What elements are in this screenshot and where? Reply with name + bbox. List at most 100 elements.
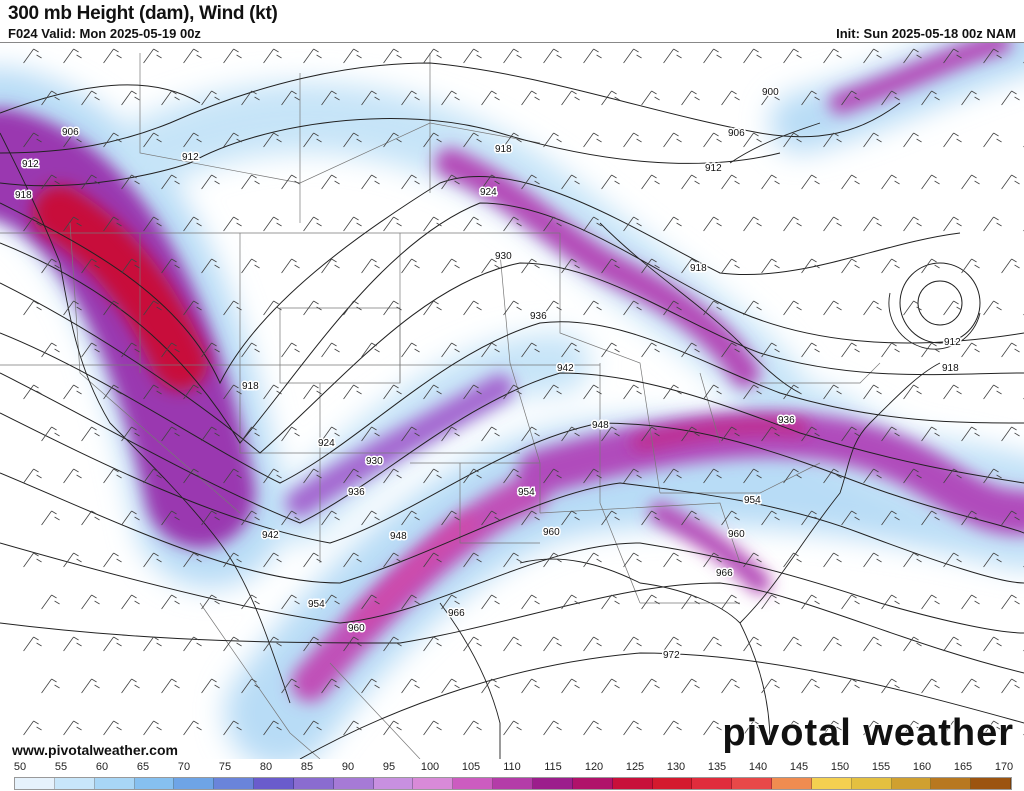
wind-barb <box>943 48 962 64</box>
wind-barb <box>641 174 660 190</box>
contour-label: 912 <box>22 159 39 170</box>
wind-barb <box>703 468 722 484</box>
wind-barb <box>503 468 522 484</box>
wind-barb <box>863 216 882 232</box>
wind-barb <box>161 678 180 694</box>
wind-barb <box>521 174 540 190</box>
wind-barb <box>783 468 802 484</box>
wind-barb <box>543 132 562 148</box>
wind-barb <box>23 300 42 316</box>
wind-barb <box>743 552 762 568</box>
wind-barb <box>881 426 900 442</box>
wind-barb <box>401 174 420 190</box>
wind-barb <box>841 174 860 190</box>
wind-barb <box>961 426 980 442</box>
wind-barb <box>761 594 780 610</box>
wind-barb <box>383 468 402 484</box>
wind-barb <box>441 90 460 106</box>
wind-barb <box>361 342 380 358</box>
wind-barb <box>401 90 420 106</box>
wind-barb <box>121 678 140 694</box>
colorbar-swatch <box>772 778 812 789</box>
wind-barb <box>601 258 620 274</box>
wind-barb <box>743 384 762 400</box>
wind-barb <box>241 678 260 694</box>
wind-barb <box>241 90 260 106</box>
wind-barb <box>903 468 922 484</box>
wind-barb <box>681 90 700 106</box>
wind-barb <box>561 90 580 106</box>
wind-barb <box>183 720 202 736</box>
wind-barb <box>601 510 620 526</box>
wind-barb <box>503 720 522 736</box>
wind-barb <box>903 48 922 64</box>
wind-barb <box>823 636 842 652</box>
map-title: 300 mb Height (dam), Wind (kt) <box>8 3 278 24</box>
wind-barb <box>583 636 602 652</box>
wind-barb <box>863 468 882 484</box>
contour-label: 912 <box>182 152 199 163</box>
wind-barb <box>343 132 362 148</box>
wind-barb <box>463 468 482 484</box>
wind-barb <box>183 636 202 652</box>
wind-barb <box>601 90 620 106</box>
wind-barb <box>281 342 300 358</box>
wind-barb <box>343 384 362 400</box>
wind-barb <box>481 678 500 694</box>
wind-barb <box>983 468 1002 484</box>
wind-barb <box>103 384 122 400</box>
wind-barb <box>703 48 722 64</box>
contour-label: 900 <box>762 87 779 98</box>
wind-barb <box>543 384 562 400</box>
wind-barb <box>783 636 802 652</box>
colorbar-label: 145 <box>789 761 809 773</box>
contour-label: 936 <box>778 415 795 426</box>
wind-barb <box>921 426 940 442</box>
wind-barb <box>623 216 642 232</box>
wind-barb <box>121 594 140 610</box>
wind-barb <box>521 342 540 358</box>
wind-speed-colorbar <box>14 777 1012 790</box>
contour-label: 954 <box>518 487 535 498</box>
wind-barb <box>383 720 402 736</box>
contour-label: 954 <box>308 599 325 610</box>
colorbar-swatch <box>174 778 215 789</box>
wind-barb <box>343 552 362 568</box>
wind-barb <box>841 510 860 526</box>
wind-barb <box>921 90 940 106</box>
wind-barb <box>321 594 340 610</box>
wind-barb <box>343 216 362 232</box>
wind-barb <box>601 678 620 694</box>
wind-barb <box>561 594 580 610</box>
wind-barb <box>823 300 842 316</box>
wind-barb <box>561 258 580 274</box>
wind-barb <box>281 258 300 274</box>
wind-barb <box>623 720 642 736</box>
wind-barb <box>321 510 340 526</box>
wind-barb <box>201 594 220 610</box>
wind-barb <box>223 300 242 316</box>
colorbar-swatch <box>692 778 733 789</box>
wind-barb <box>143 384 162 400</box>
wind-barb <box>521 258 540 274</box>
wind-barb <box>983 216 1002 232</box>
wind-barb <box>583 48 602 64</box>
wind-barb <box>361 90 380 106</box>
site-url[interactable]: www.pivotalweather.com <box>12 742 178 758</box>
wind-barb <box>881 678 900 694</box>
wind-barb <box>121 258 140 274</box>
wind-barb <box>801 426 820 442</box>
wind-barb <box>121 90 140 106</box>
contour-label: 918 <box>242 381 259 392</box>
wind-barb <box>63 552 82 568</box>
wind-barb <box>361 678 380 694</box>
colorbar-swatch <box>652 778 693 789</box>
colorbar-swatch <box>851 778 892 789</box>
contour-label: 954 <box>744 495 761 506</box>
wind-barb <box>663 468 682 484</box>
wind-barb <box>503 216 522 232</box>
wind-barb <box>543 720 562 736</box>
wind-barb <box>183 48 202 64</box>
contour-label: 948 <box>390 531 407 542</box>
wind-barb <box>663 552 682 568</box>
